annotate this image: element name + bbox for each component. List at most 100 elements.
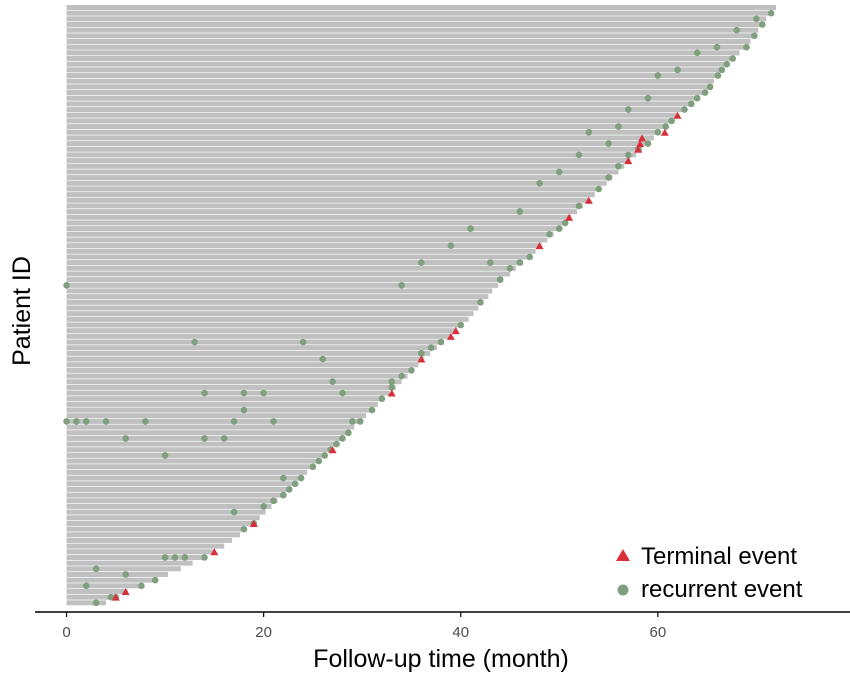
recurrent-event-point (339, 435, 346, 442)
recurrent-event-point (102, 418, 110, 425)
recurrent-event-point (201, 389, 208, 397)
recurrent-event-point (595, 185, 603, 193)
recurrent-event-point (171, 554, 179, 561)
follow-up-bar (66, 356, 425, 362)
recurrent-event-point (161, 554, 169, 561)
recurrent-event-point (73, 418, 80, 425)
follow-up-bar (66, 430, 349, 436)
follow-up-bar (66, 78, 715, 84)
legend-terminal-symbol (616, 549, 630, 561)
follow-up-bar (66, 362, 419, 368)
x-tick-label: 40 (452, 624, 469, 641)
follow-up-bar (66, 95, 698, 101)
recurrent-event-point (63, 418, 70, 425)
terminal-event-point (535, 242, 544, 250)
follow-up-bar (66, 124, 666, 130)
follow-up-bar (66, 503, 272, 509)
follow-up-bar (66, 305, 479, 311)
recurrent-event-point (605, 140, 612, 147)
legend-recurrent-label: recurrent event (641, 576, 803, 603)
follow-up-bar (66, 112, 678, 118)
recurrent-event-point (270, 418, 277, 425)
recurrent-event-point (624, 151, 632, 159)
y-axis-title: Patient ID (8, 256, 36, 366)
recurrent-event-point (82, 418, 90, 425)
follow-up-bar (66, 192, 595, 198)
recurrent-event-point (333, 440, 340, 448)
follow-up-bar (66, 549, 215, 555)
follow-up-bar (66, 469, 307, 475)
recurrent-event-point (654, 128, 662, 136)
recurrent-event-point (506, 265, 514, 272)
follow-up-bar (66, 237, 548, 243)
follow-up-bar (66, 532, 240, 538)
recurrent-event-point (701, 89, 709, 96)
follow-up-bar (66, 407, 373, 413)
recurrent-event-point (693, 94, 701, 102)
legend-recurrent-symbol (617, 584, 629, 596)
recurrent-event-point (575, 202, 583, 210)
follow-up-bar (66, 10, 772, 16)
recurrent-event-point (681, 106, 688, 113)
recurrent-event-point (260, 389, 267, 397)
follow-up-bar (66, 5, 777, 10)
recurrent-event-point (82, 582, 90, 590)
follow-up-bar (66, 447, 331, 453)
recurrent-event-point (285, 486, 293, 493)
recurrent-event-point (457, 321, 465, 329)
recurrent-event-point (561, 219, 569, 227)
follow-up-bar (66, 515, 260, 521)
follow-up-bar (66, 554, 205, 560)
recurrent-event-point (644, 94, 652, 102)
recurrent-event-point (280, 491, 287, 499)
follow-up-bar (66, 231, 554, 237)
follow-up-bar (66, 424, 355, 430)
follow-up-bar (66, 271, 511, 277)
recurrent-event-point (408, 367, 415, 374)
recurrent-event-point (201, 554, 208, 561)
recurrent-event-point (615, 123, 622, 130)
follow-up-bar (66, 61, 727, 67)
follow-up-bar (66, 464, 313, 470)
terminal-event-point (121, 587, 130, 595)
recurrent-event-point (447, 242, 455, 249)
recurrent-event-point (107, 593, 115, 601)
follow-up-bar (66, 350, 431, 356)
follow-up-bar (66, 288, 493, 294)
recurrent-event-point (713, 43, 721, 51)
follow-up-bar (66, 220, 566, 226)
follow-up-bar (66, 379, 402, 385)
recurrent-event-point (767, 9, 775, 17)
terminal-event-point (624, 157, 633, 165)
recurrent-event-point (654, 72, 662, 79)
follow-up-bar (66, 594, 116, 600)
recurrent-event-point (92, 565, 100, 573)
follow-up-bar (66, 260, 523, 266)
recurrent-event-point (142, 418, 149, 425)
recurrent-event-point (230, 418, 238, 425)
recurrent-event-point (706, 83, 714, 91)
follow-up-bar (66, 498, 278, 504)
follow-up-bar (66, 243, 542, 249)
recurrent-event-point (220, 435, 228, 442)
follow-up-bar (66, 526, 247, 532)
terminal-event-point (660, 128, 669, 136)
follow-up-bar (66, 401, 378, 407)
follow-up-bar (66, 311, 474, 317)
recurrent-event-point (674, 66, 681, 74)
recurrent-event-point (477, 299, 484, 306)
follow-up-bar (66, 248, 536, 254)
follow-up-bar (66, 209, 578, 215)
follow-up-bar (66, 180, 607, 186)
follow-up-bar (66, 481, 296, 487)
recurrent-event-point (733, 26, 740, 34)
follow-up-bar (66, 39, 751, 45)
x-axis-ticks: 0 20 40 60 (62, 612, 666, 641)
follow-up-bar (66, 226, 560, 232)
legend-terminal-label: Terminal event (641, 543, 797, 570)
terminal-event-point (451, 327, 460, 335)
recurrent-event-point (339, 389, 346, 397)
recurrent-event-point (138, 582, 145, 590)
recurrent-event-point (575, 151, 583, 159)
